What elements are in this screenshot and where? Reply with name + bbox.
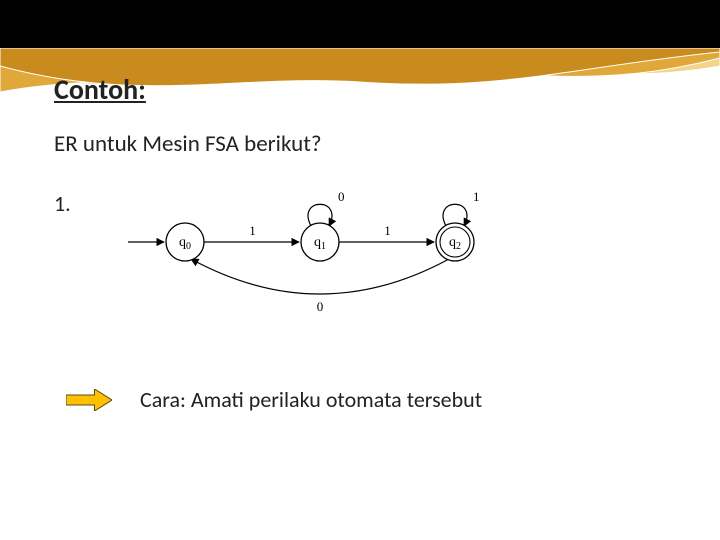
hint-arrow-icon <box>66 389 112 411</box>
slide-title: Contoh: <box>54 72 146 107</box>
hint-text: Cara: Amati perilaku otomata tersebut <box>140 386 482 413</box>
edge-label: 0 <box>338 189 345 204</box>
edge-label: 1 <box>249 223 256 238</box>
header-black-bar <box>0 0 720 48</box>
slide-subtitle: ER untuk Mesin FSA berikut? <box>54 130 322 158</box>
hint-row: Cara: Amati perilaku otomata tersebut <box>66 386 482 413</box>
edge-curve <box>191 259 449 294</box>
edge-label: 1 <box>473 189 480 204</box>
fsa-diagram: 11010q0q1q2 <box>110 180 530 340</box>
edge-label: 0 <box>317 299 324 314</box>
item-number: 1. <box>54 190 71 217</box>
arrow-right-icon <box>66 389 112 411</box>
edge-label: 1 <box>384 223 391 238</box>
